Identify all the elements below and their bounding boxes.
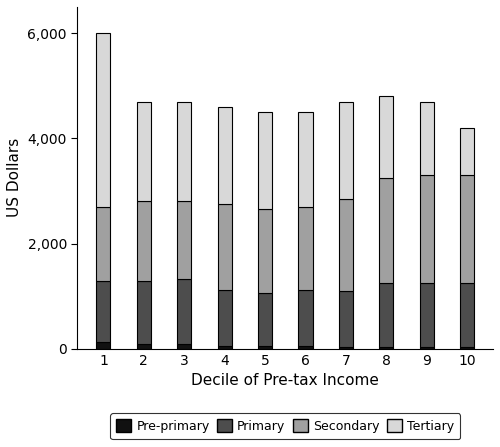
Bar: [339, 101, 353, 199]
Bar: [258, 112, 272, 209]
Bar: [460, 175, 474, 283]
Bar: [460, 346, 474, 349]
Bar: [258, 293, 272, 346]
Bar: [420, 346, 434, 349]
Bar: [177, 279, 192, 345]
Bar: [420, 283, 434, 346]
Bar: [339, 346, 353, 349]
Bar: [136, 201, 151, 281]
Bar: [460, 128, 474, 175]
Bar: [96, 342, 110, 349]
Bar: [177, 202, 192, 279]
Bar: [96, 207, 110, 281]
Bar: [218, 290, 232, 346]
Bar: [339, 291, 353, 346]
Bar: [298, 290, 312, 346]
Bar: [298, 112, 312, 207]
Bar: [136, 281, 151, 345]
Bar: [218, 107, 232, 204]
Bar: [96, 33, 110, 207]
Bar: [96, 281, 110, 342]
Bar: [258, 209, 272, 293]
Bar: [177, 345, 192, 349]
Bar: [298, 207, 312, 290]
Bar: [339, 199, 353, 291]
Bar: [420, 175, 434, 283]
Bar: [298, 346, 312, 349]
Bar: [177, 101, 192, 202]
Bar: [218, 204, 232, 290]
Bar: [136, 101, 151, 201]
Bar: [460, 283, 474, 346]
Bar: [218, 346, 232, 349]
Bar: [136, 345, 151, 349]
Bar: [379, 346, 394, 349]
Bar: [258, 346, 272, 349]
Y-axis label: US Dollars: US Dollars: [7, 138, 22, 217]
Legend: Pre-primary, Primary, Secondary, Tertiary: Pre-primary, Primary, Secondary, Tertiar…: [110, 413, 461, 439]
Bar: [379, 96, 394, 178]
X-axis label: Decile of Pre-tax Income: Decile of Pre-tax Income: [192, 373, 379, 388]
Bar: [379, 283, 394, 346]
Bar: [379, 178, 394, 283]
Bar: [420, 101, 434, 175]
